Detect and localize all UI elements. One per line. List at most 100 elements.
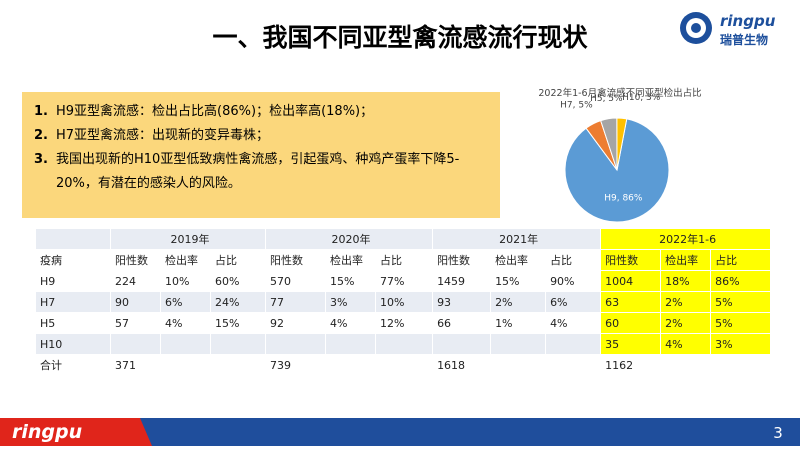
page-number: 3: [773, 424, 783, 442]
table-cell: [160, 354, 211, 376]
pie-chart: 2022年1-6月禽流感不同亚型检出占比 H9, 86% H7, 5%H5, 5% H…: [538, 87, 702, 223]
table-cell: 224: [110, 270, 161, 292]
table-cell: 90: [110, 291, 161, 313]
bullet: 2. H7亚型禽流感：出现新的变异毒株；: [34, 124, 490, 148]
table-row: H9 224 10% 60% 570 15% 77% 1459 15% 90% 1004 18% 86%: [35, 270, 772, 292]
column-header: 占比: [710, 249, 772, 271]
table-cell: [209, 333, 267, 355]
column-header: 疫病: [35, 249, 111, 271]
table-cell: 570: [265, 270, 327, 292]
table-cell: 4%: [160, 312, 211, 334]
table-row: H10 35 4% 3%: [35, 333, 772, 355]
bullet: 3. 我国出现新的H10亚型低致病性禽流感，引起蛋鸡、种鸡产蛋率下降5-20%，有…: [34, 148, 490, 196]
table-cell: [660, 354, 712, 376]
table-cell: [545, 333, 602, 355]
table-cell: 4%: [325, 312, 377, 334]
table-cell: 35: [600, 333, 662, 355]
table-cell: 77%: [375, 270, 434, 292]
table-cell: [545, 354, 602, 376]
table-row: H5 57 4% 15% 92 4% 12% 66 1% 4% 60 2% 5%: [35, 312, 772, 334]
table-cell: 15%: [325, 270, 377, 292]
pie-slice: [616, 117, 628, 171]
table-cell: 15%: [209, 312, 267, 334]
slide-title: 一、我国不同亚型禽流感流行现状: [212, 23, 588, 52]
table-cell: [209, 354, 267, 376]
table-cell: [375, 333, 434, 355]
table-cell: 1004: [600, 270, 662, 292]
bullet-box: 1. H9亚型禽流感：检出占比高(86%)；检出率高(18%)； 2. H7亚型禽流感…: [22, 92, 500, 218]
table-cell: 3%: [325, 291, 377, 313]
column-header: 阳性数: [432, 249, 492, 271]
table-cell: 77: [265, 291, 327, 313]
table-cell: 739: [265, 354, 327, 376]
year-header: 2020年: [265, 228, 434, 250]
table-cell: 93: [432, 291, 492, 313]
year-header: 2021年: [432, 228, 602, 250]
column-header: 阳性数: [265, 249, 327, 271]
table-cell: 15%: [490, 270, 547, 292]
table-cell: 18%: [660, 270, 712, 292]
column-header: 占比: [209, 249, 267, 271]
table-cell: [35, 228, 111, 250]
column-header: 阳性数: [110, 249, 161, 271]
pie-slice: [564, 118, 670, 223]
column-header: 检出率: [325, 249, 377, 271]
table-cell: 63: [600, 291, 662, 313]
table-cell: 57: [110, 312, 161, 334]
table-cell: [710, 354, 772, 376]
column-header: 占比: [545, 249, 602, 271]
table-cell: 92: [265, 312, 327, 334]
table-cell: 5%: [710, 312, 772, 334]
table-row: 2019年 2020年 2021年 2022年1-6: [35, 228, 772, 250]
table-row: H7 90 6% 24% 77 3% 10% 93 2% 6% 63 2% 5%: [35, 291, 772, 313]
table-cell: 6%: [545, 291, 602, 313]
table-cell: 66: [432, 312, 492, 334]
table-cell: 24%: [209, 291, 267, 313]
year-header: 2022年1-6: [600, 228, 772, 250]
column-header: 检出率: [160, 249, 211, 271]
bullet-text: 我国出现新的H10亚型低致病性禽流感，引起蛋鸡、种鸡产蛋率下降5-20%，有潜在…: [56, 152, 460, 191]
table-cell: [325, 354, 377, 376]
logo-name: 瑞普生物: [720, 32, 768, 47]
table-cell: H7: [35, 291, 111, 313]
table-cell: 86%: [710, 270, 772, 292]
table-cell: H5: [35, 312, 111, 334]
column-header: 占比: [375, 249, 434, 271]
table-row: 合计 371 739 1618 1162: [35, 354, 772, 376]
bullet: 1. H9亚型禽流感：检出占比高(86%)；检出率高(18%)；: [34, 100, 490, 124]
logo-brand: ringpu: [720, 12, 776, 30]
table-cell: [432, 333, 492, 355]
table-cell: 10%: [160, 270, 211, 292]
table-cell: 5%: [710, 291, 772, 313]
bullet-number: 3.: [34, 152, 48, 167]
bullet-number: 1.: [34, 104, 48, 119]
table-cell: [490, 333, 547, 355]
table-cell: 2%: [660, 291, 712, 313]
table-cell: 6%: [160, 291, 211, 313]
table-cell: [160, 333, 211, 355]
table-cell: 1%: [490, 312, 547, 334]
table-cell: 1459: [432, 270, 492, 292]
data-table: 2019年 2020年 2021年 2022年1-6 疫病 阳性数 检出率 占比 阳性数 检出率占…: [35, 228, 772, 376]
data-label: H7, 5%: [560, 100, 593, 110]
bullet-text: H7亚型禽流感：出现新的变异毒株；: [56, 128, 270, 143]
year-header: 2019年: [109, 228, 267, 250]
column-header: 阳性数: [600, 249, 662, 271]
footer-brand: ringpu: [12, 421, 82, 443]
table-cell: [110, 333, 161, 355]
table-cell: 60%: [209, 270, 267, 292]
table-cell: 10%: [375, 291, 434, 313]
logo: ringpu 瑞普生物: [680, 12, 776, 47]
table-row: 疫病 阳性数 检出率 占比 阳性数 检出率 占比 阳性数 检出率 占比 阳性数 检出率 占比: [35, 249, 772, 271]
table-cell: 2%: [490, 291, 547, 313]
table-cell: 12%: [375, 312, 434, 334]
chart-title: 2022年1-6月禽流感不同亚型检出占比: [538, 87, 701, 99]
table-cell: [325, 333, 377, 355]
data-label: H10, 3%: [622, 93, 661, 103]
table-cell: [375, 354, 434, 376]
bullet-number: 2.: [34, 128, 48, 143]
table-cell: 90%: [545, 270, 602, 292]
table-cell: [490, 354, 547, 376]
table-cell: 4%: [545, 312, 602, 334]
